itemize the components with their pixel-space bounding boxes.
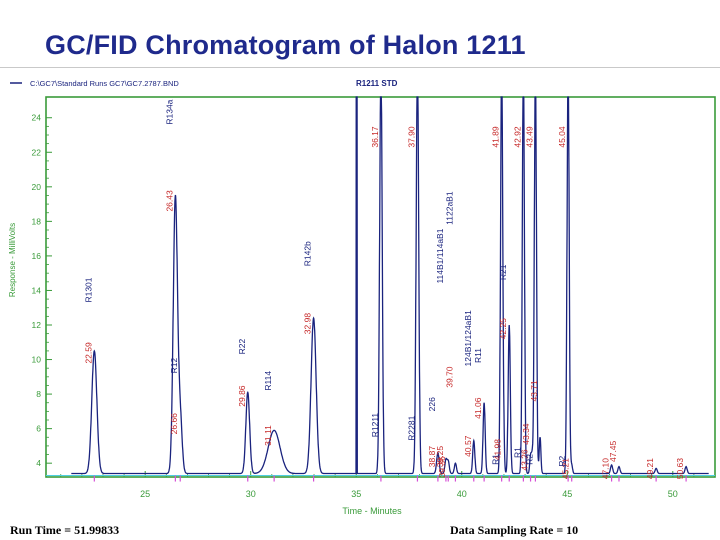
compound-label: R21 — [498, 264, 508, 280]
x-tick-label: 30 — [246, 489, 256, 499]
peak-label: 39.70 — [444, 366, 454, 388]
peak-label: 43.34 — [521, 423, 531, 445]
compound-label: R2281 — [406, 415, 416, 440]
compound-label: R142b — [303, 241, 313, 266]
peak-label: 37.90 — [406, 126, 416, 148]
peak-label: 45.21 — [561, 458, 571, 480]
peak-label: 26.66 — [169, 413, 179, 435]
peak-label: 45.04 — [557, 126, 567, 148]
title-divider — [0, 67, 720, 68]
run-label: R1211 STD — [356, 79, 398, 88]
sampling-rate-label: Data Sampling Rate = 10 — [450, 523, 579, 537]
peak-label: 43.26 — [520, 449, 530, 471]
compound-label: R2 — [524, 454, 534, 465]
peak-label: 38.87 — [427, 446, 437, 468]
y-tick-label: 16 — [32, 251, 42, 261]
peak-label: 26.43 — [164, 190, 174, 212]
y-tick-label: 22 — [32, 147, 42, 157]
peak-label: 42.25 — [498, 318, 508, 340]
compound-label: R12 — [169, 357, 179, 373]
y-tick-label: 4 — [36, 458, 41, 468]
compound-label: R1 — [512, 447, 522, 458]
peak-label: 40.57 — [463, 435, 473, 457]
file-path-label: C:\GC7\Standard Runs GC7\GC7.2787.BND — [30, 79, 179, 88]
x-tick-label: 50 — [668, 489, 678, 499]
compound-label: R22 — [237, 338, 247, 354]
compound-label: 1122aB1 — [444, 191, 454, 225]
y-axis-title: Response - MilliVolts — [8, 223, 17, 297]
compound-label: R1211 — [370, 413, 380, 438]
compound-label: R1 — [491, 454, 501, 465]
peak-label: 36.17 — [370, 126, 380, 148]
x-axis-title: Time - Minutes — [342, 506, 402, 516]
peak-label: 39.36 — [437, 456, 447, 478]
peak-label: 43.49 — [524, 126, 534, 148]
page-title: GC/FID Chromatogram of Halon 1211 — [45, 30, 526, 60]
y-tick-label: 10 — [32, 355, 42, 365]
x-tick-label: 40 — [457, 489, 467, 499]
compound-label: 124B1/124aB1 — [463, 310, 473, 367]
compound-label: R1301 — [83, 277, 93, 302]
peak-label: 41.06 — [473, 397, 483, 419]
peak-label: 47.45 — [608, 440, 618, 462]
x-tick-label: 35 — [351, 489, 361, 499]
x-tick-label: 25 — [140, 489, 150, 499]
peak-label: 43.71 — [529, 380, 539, 402]
y-tick-label: 12 — [32, 320, 42, 330]
y-tick-label: 18 — [32, 216, 42, 226]
compound-label: R114 — [263, 371, 273, 391]
peak-label: 41.89 — [491, 126, 501, 148]
peak-label: 41.98 — [493, 439, 503, 461]
y-tick-label: 20 — [32, 182, 42, 192]
peak-label: 50.63 — [675, 458, 685, 480]
compound-label: R11 — [473, 348, 483, 363]
peak-label: 29.86 — [237, 385, 247, 407]
x-tick-label: 45 — [562, 489, 572, 499]
peak-label: 22.59 — [83, 342, 93, 364]
peak-label: 32.98 — [303, 313, 313, 335]
compound-label: R134a — [164, 99, 174, 124]
peak-label: 39.25 — [435, 446, 445, 468]
peak-label: 31.11 — [263, 425, 273, 446]
peak-label: 49.21 — [645, 458, 655, 480]
compound-label: 226 — [427, 397, 437, 411]
chromatogram-trace — [71, 96, 709, 475]
compound-label: 114B1/114aB1 — [435, 228, 445, 283]
y-tick-label: 8 — [36, 389, 41, 399]
y-tick-label: 24 — [32, 113, 42, 123]
compound-label: R2 — [557, 455, 567, 466]
run-time-label: Run Time = 51.99833 — [10, 523, 120, 537]
peak-label: 42.92 — [512, 126, 522, 148]
y-tick-label: 6 — [36, 424, 41, 434]
peak-label: 47.10 — [601, 458, 611, 480]
y-tick-label: 14 — [32, 285, 42, 295]
